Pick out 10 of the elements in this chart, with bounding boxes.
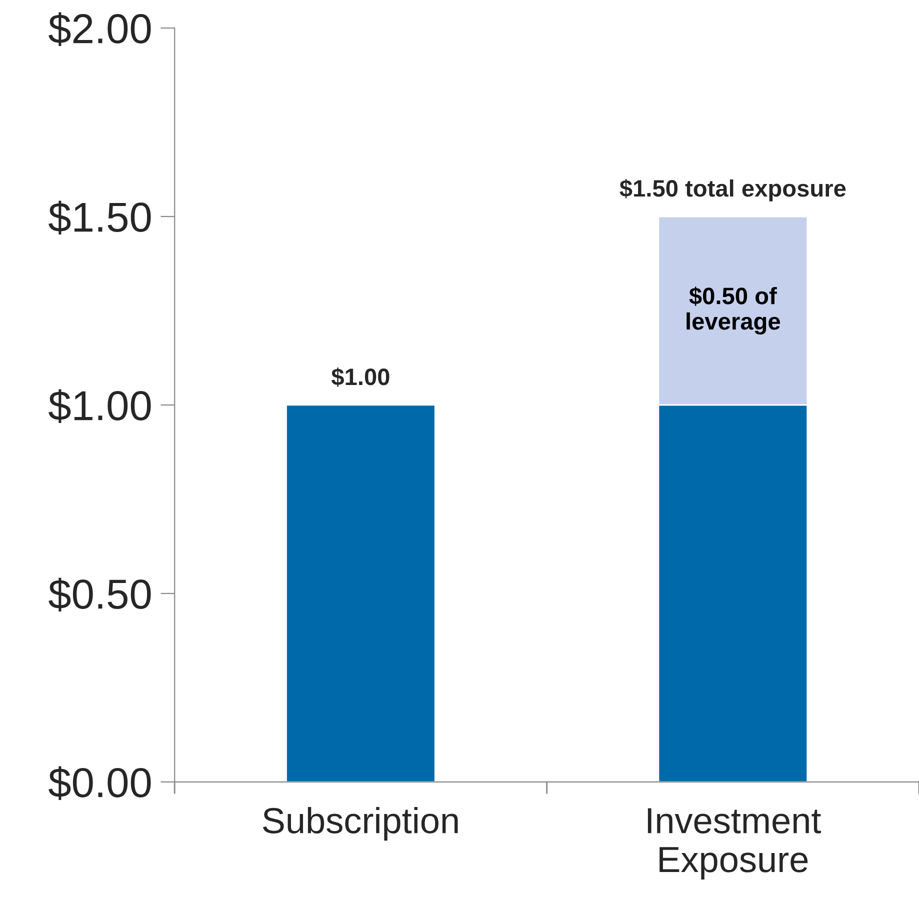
y-tick-label: $1.00 [48, 389, 151, 423]
total-label: $1.50 total exposure [620, 179, 846, 202]
y-tick-label: $1.50 [48, 200, 151, 234]
data-label: $0.50 of leverage [686, 286, 780, 335]
x-tick-label: Subscription [262, 806, 458, 841]
y-tick-label: $0.50 [48, 578, 151, 612]
y-tick-label: $0.00 [48, 766, 151, 800]
total-label: $1.00 [331, 367, 390, 387]
y-tick-label: $2.00 [48, 12, 151, 46]
x-tick-label: Investment Exposure [648, 808, 821, 880]
